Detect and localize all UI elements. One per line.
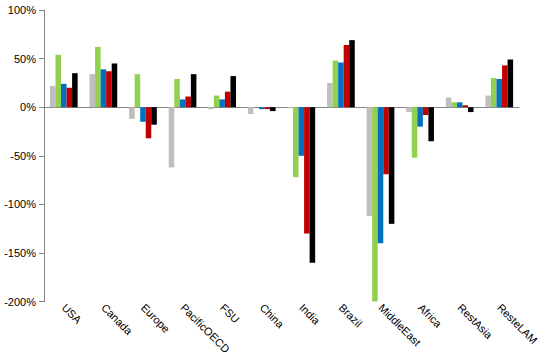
svg-text:-200%: -200% xyxy=(4,296,36,308)
svg-text:50%: 50% xyxy=(14,53,36,65)
svg-text:Canada: Canada xyxy=(99,301,135,337)
svg-text:-150%: -150% xyxy=(4,247,36,259)
svg-text:MiddleEast: MiddleEast xyxy=(376,301,424,349)
svg-text:RestAsia: RestAsia xyxy=(455,301,495,341)
svg-text:PacificOECD: PacificOECD xyxy=(178,301,233,356)
svg-text:USA: USA xyxy=(60,301,85,326)
svg-text:-100%: -100% xyxy=(4,198,36,210)
svg-text:Europe: Europe xyxy=(139,301,173,335)
svg-text:FSU: FSU xyxy=(218,301,242,325)
svg-text:0%: 0% xyxy=(20,101,36,113)
svg-text:Brazil: Brazil xyxy=(337,301,365,329)
svg-text:India: India xyxy=(297,301,323,327)
svg-text:ResteLAM: ResteLAM xyxy=(495,301,540,346)
svg-text:China: China xyxy=(257,301,286,330)
svg-text:100%: 100% xyxy=(8,4,36,16)
svg-text:Africa: Africa xyxy=(416,301,445,330)
svg-text:-50%: -50% xyxy=(10,150,36,162)
